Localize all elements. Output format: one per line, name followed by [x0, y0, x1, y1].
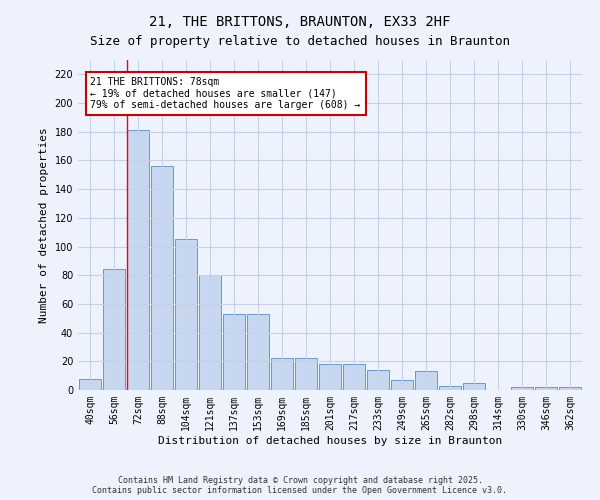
Bar: [295, 358, 317, 390]
Text: Size of property relative to detached houses in Braunton: Size of property relative to detached ho…: [90, 35, 510, 48]
Text: 21 THE BRITTONS: 78sqm
← 19% of detached houses are smaller (147)
79% of semi-de: 21 THE BRITTONS: 78sqm ← 19% of detached…: [91, 77, 361, 110]
Bar: [511, 387, 533, 390]
Bar: [415, 372, 437, 390]
Bar: [343, 364, 365, 390]
Bar: [439, 386, 461, 390]
Bar: [247, 314, 269, 390]
Text: Contains HM Land Registry data © Crown copyright and database right 2025.
Contai: Contains HM Land Registry data © Crown c…: [92, 476, 508, 495]
Bar: [175, 240, 197, 390]
Bar: [559, 387, 581, 390]
X-axis label: Distribution of detached houses by size in Braunton: Distribution of detached houses by size …: [158, 436, 502, 446]
Bar: [151, 166, 173, 390]
Bar: [199, 275, 221, 390]
Bar: [103, 270, 125, 390]
Bar: [271, 358, 293, 390]
Bar: [127, 130, 149, 390]
Text: 21, THE BRITTONS, BRAUNTON, EX33 2HF: 21, THE BRITTONS, BRAUNTON, EX33 2HF: [149, 15, 451, 29]
Bar: [367, 370, 389, 390]
Bar: [535, 387, 557, 390]
Bar: [391, 380, 413, 390]
Bar: [463, 383, 485, 390]
Y-axis label: Number of detached properties: Number of detached properties: [39, 127, 49, 323]
Bar: [319, 364, 341, 390]
Bar: [223, 314, 245, 390]
Bar: [79, 378, 101, 390]
